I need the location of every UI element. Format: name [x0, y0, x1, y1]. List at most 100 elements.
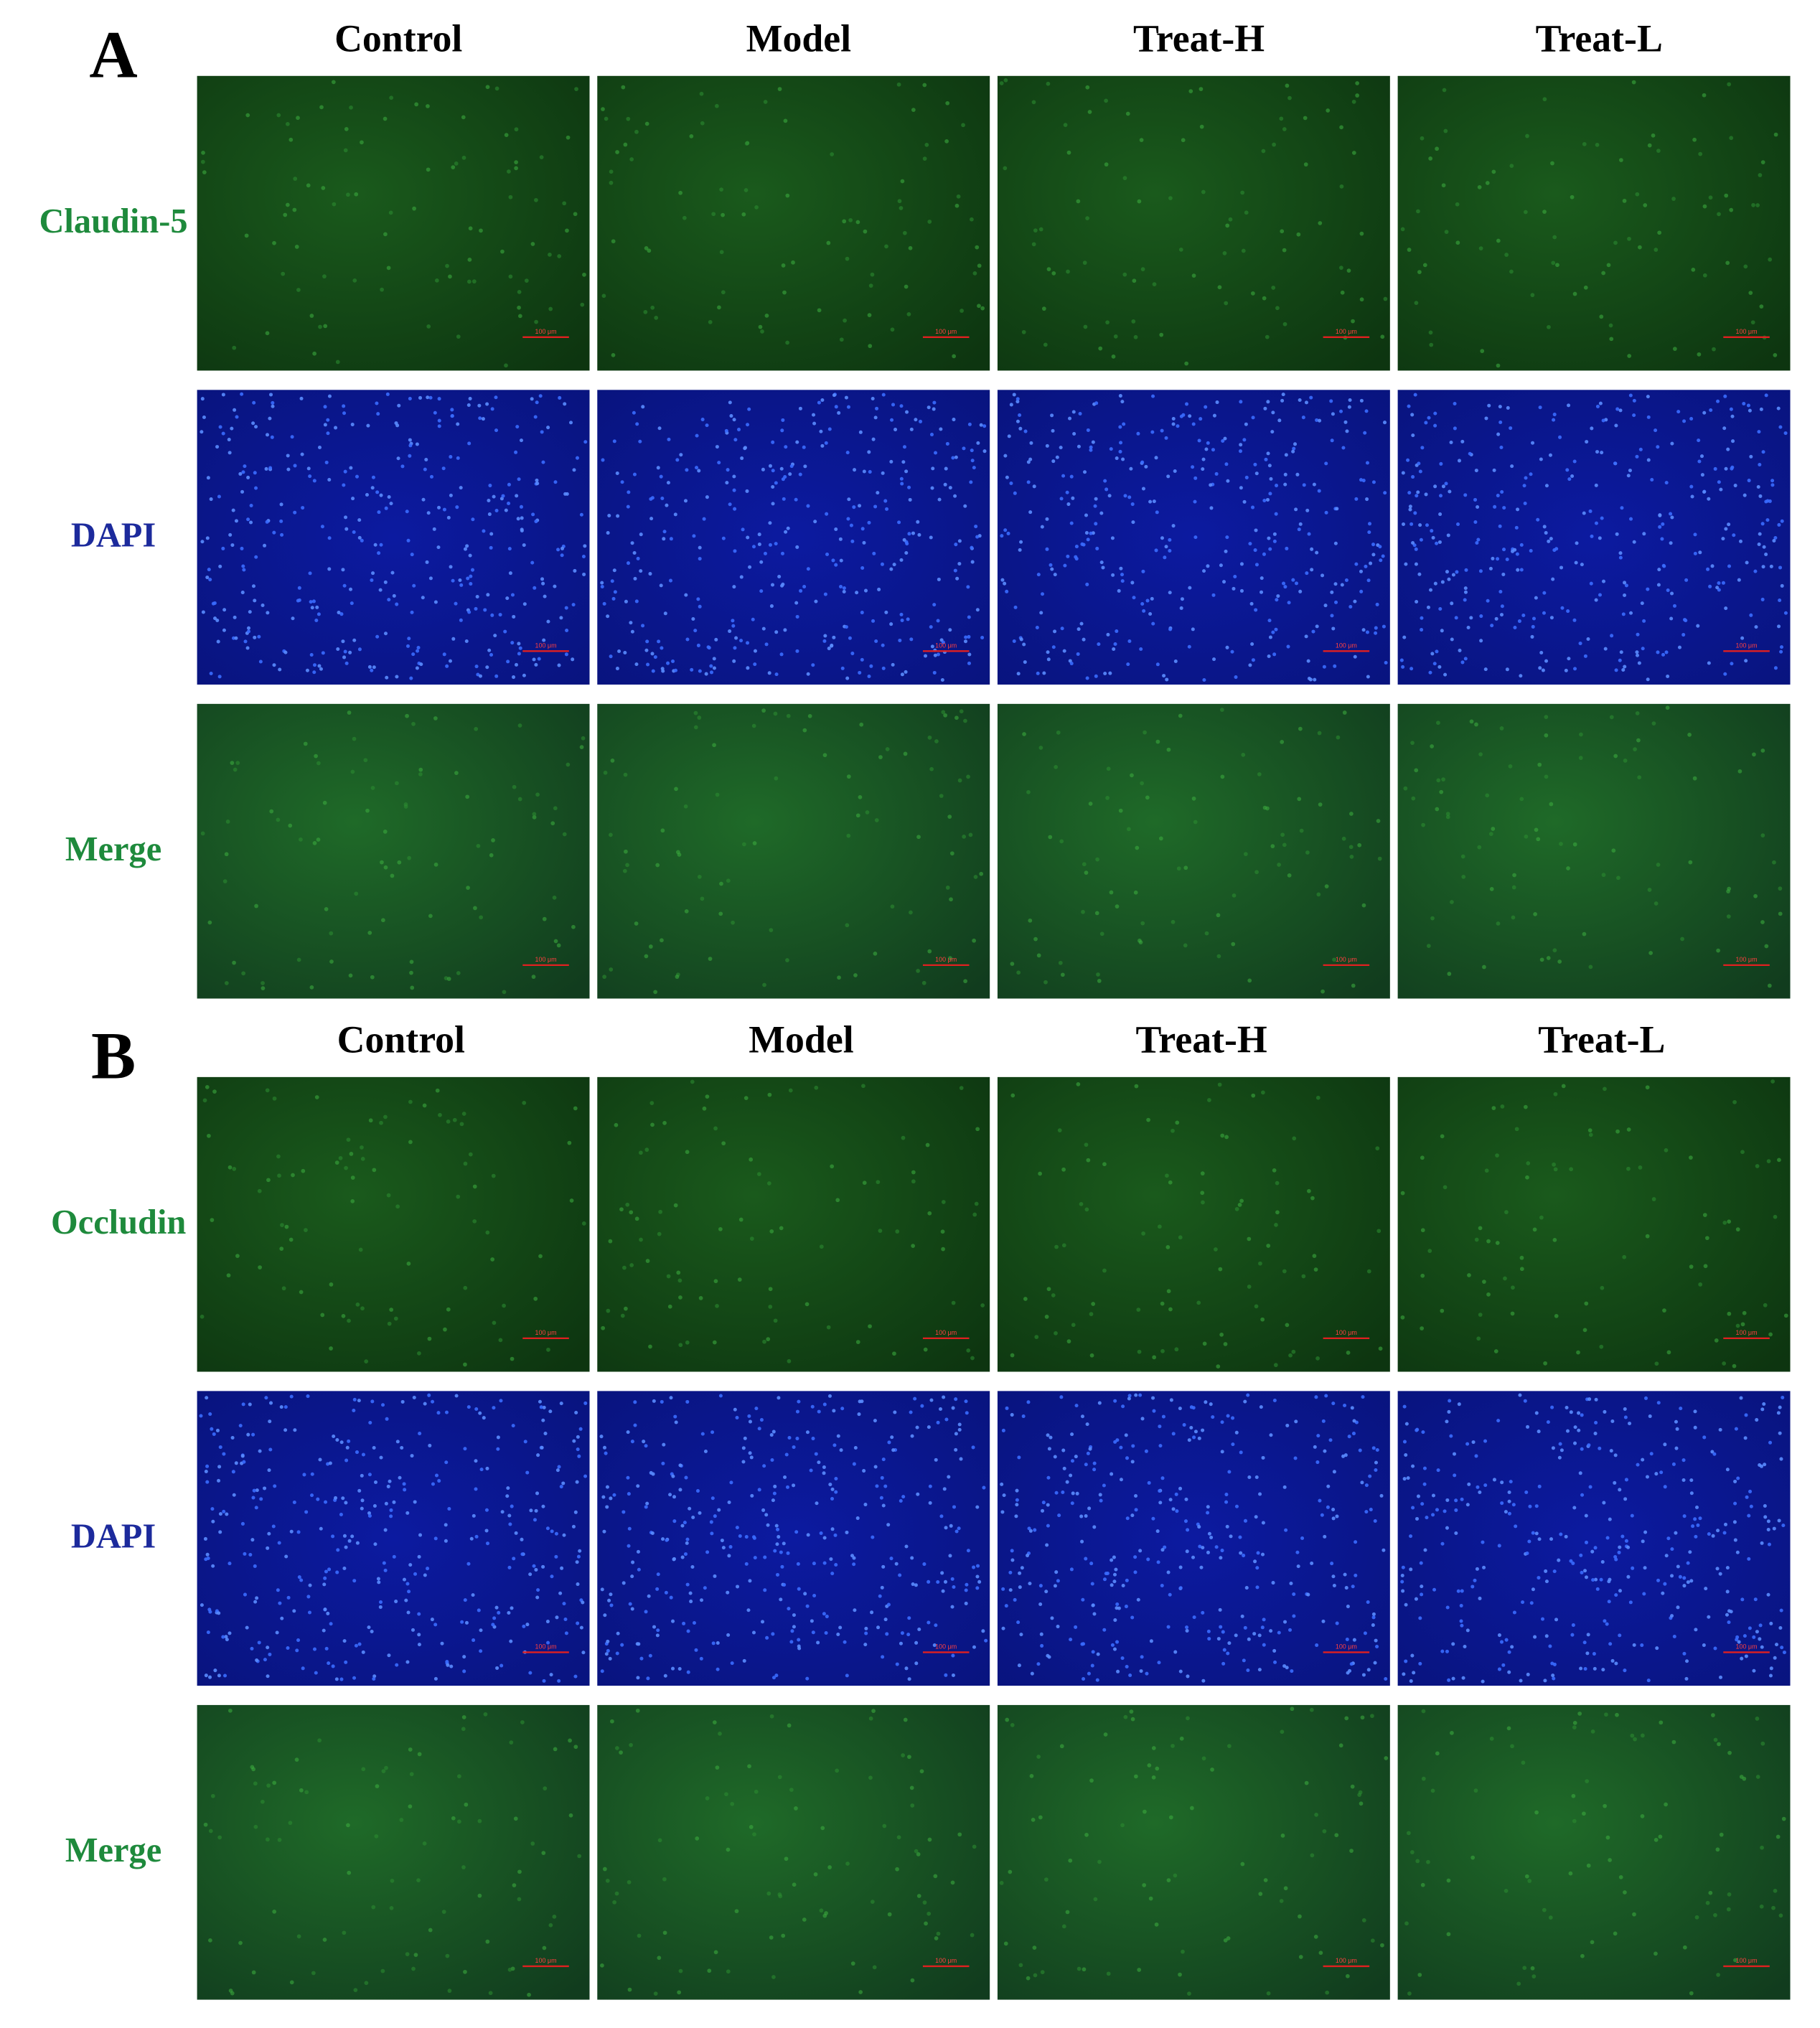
cell — [718, 1732, 722, 1736]
cell — [1725, 1566, 1730, 1570]
cell — [1094, 911, 1099, 916]
cell — [460, 1620, 464, 1624]
cell — [328, 1461, 332, 1465]
cell — [504, 363, 508, 368]
cell — [1626, 1574, 1631, 1579]
cell — [1326, 1505, 1330, 1509]
cell — [1339, 125, 1343, 130]
cell — [355, 1302, 360, 1307]
cell — [789, 464, 794, 469]
cell — [387, 1321, 392, 1326]
cell — [496, 1447, 500, 1451]
cell — [1704, 1587, 1708, 1591]
cell — [1026, 460, 1031, 464]
cell — [727, 1554, 731, 1558]
cell — [446, 1119, 451, 1124]
cell — [536, 1453, 540, 1457]
cell — [575, 1480, 579, 1484]
cell — [1317, 731, 1322, 736]
cell — [1280, 229, 1285, 234]
cell — [1659, 1470, 1664, 1475]
cell — [1287, 601, 1291, 605]
cell — [1023, 429, 1028, 433]
cell — [1564, 1534, 1568, 1539]
cell — [1620, 506, 1624, 510]
cell — [763, 1555, 767, 1559]
cell — [779, 652, 784, 657]
cell — [705, 1796, 710, 1801]
cell — [644, 121, 649, 126]
micrograph-background — [197, 703, 590, 999]
cell — [1525, 1175, 1529, 1180]
cell — [1344, 1716, 1349, 1721]
cell — [647, 248, 652, 253]
cell — [1486, 1239, 1491, 1244]
cell — [410, 553, 414, 557]
cell — [829, 1557, 833, 1562]
cell — [1447, 577, 1451, 581]
cell — [456, 1194, 461, 1199]
cell — [1301, 416, 1305, 420]
cell — [1590, 1729, 1595, 1734]
cell — [1433, 484, 1437, 489]
cell — [1484, 416, 1488, 421]
cell — [1040, 525, 1044, 529]
cell — [1758, 1623, 1763, 1628]
cell — [466, 1562, 471, 1566]
cell — [1268, 492, 1272, 496]
cell — [795, 1409, 799, 1414]
cell — [870, 272, 875, 277]
cell — [1158, 1444, 1163, 1448]
cell — [352, 1408, 356, 1412]
cell — [1524, 1491, 1529, 1495]
cell — [1379, 1493, 1384, 1498]
cell — [630, 1607, 634, 1611]
cell — [1305, 508, 1310, 512]
cell — [1151, 394, 1155, 398]
cell — [947, 815, 952, 819]
micrograph: 100 μm — [197, 1704, 590, 2000]
cell — [573, 1674, 578, 1679]
cell — [860, 527, 865, 531]
cell — [1192, 1615, 1196, 1620]
cell — [1690, 494, 1694, 499]
cell — [225, 1512, 229, 1516]
cell — [1107, 494, 1112, 498]
cell — [489, 545, 493, 550]
cell — [296, 116, 300, 121]
cell — [1491, 556, 1495, 560]
cell — [553, 806, 558, 811]
cell — [1091, 1650, 1095, 1654]
scale-bar-label: 100 μm — [535, 328, 557, 335]
cell — [211, 601, 215, 606]
cell — [1045, 517, 1049, 521]
cell — [461, 1727, 466, 1732]
cell — [1322, 1829, 1327, 1834]
cell — [1026, 480, 1031, 484]
cell — [1739, 1775, 1744, 1779]
cell — [255, 1658, 259, 1663]
cell — [1553, 1092, 1558, 1097]
cell — [533, 586, 537, 590]
cell — [512, 675, 516, 680]
cell — [1260, 1625, 1265, 1630]
cell — [1483, 1439, 1488, 1443]
cell — [1533, 911, 1537, 916]
cell — [416, 1878, 421, 1883]
cell — [1713, 1912, 1717, 1917]
cell — [530, 1841, 535, 1846]
cell — [519, 438, 523, 443]
cell — [454, 1394, 459, 1398]
cell — [661, 1461, 665, 1465]
cell — [1117, 1606, 1121, 1610]
cell — [868, 1716, 873, 1721]
cell — [773, 1549, 777, 1553]
cell — [1120, 1656, 1125, 1661]
cell — [562, 201, 567, 206]
cell — [797, 1638, 801, 1642]
cell — [312, 351, 317, 356]
cell — [1735, 1323, 1740, 1328]
cell — [830, 1487, 835, 1491]
cell — [1502, 548, 1506, 552]
